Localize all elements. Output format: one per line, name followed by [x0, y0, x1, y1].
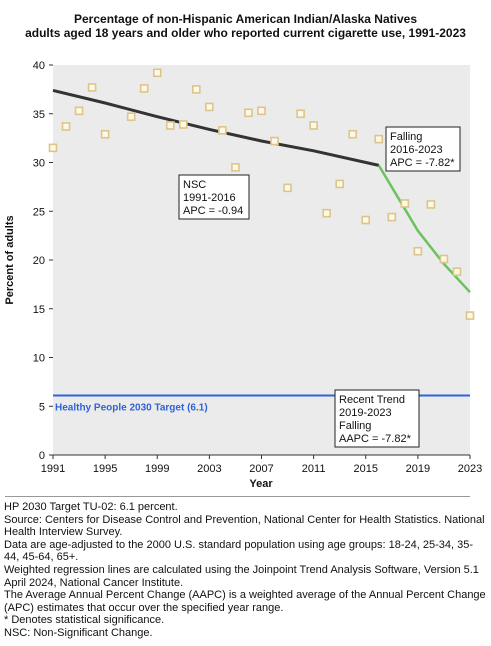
x-tick-label: 1999	[145, 463, 169, 475]
nsc-annotation-frame	[178, 174, 250, 220]
x-tick-label: 2003	[197, 463, 221, 475]
data-point	[439, 254, 449, 264]
data-point	[152, 68, 162, 78]
chart-title: Percentage of non-Hispanic American Indi…	[0, 12, 491, 40]
note-line: NSC: Non-Significant Change.	[4, 626, 153, 639]
falling-annotation-line: 2016-2023	[390, 144, 443, 156]
note-line: HP 2030 Target TU-02: 6.1 percent.	[4, 501, 178, 513]
data-point	[270, 136, 279, 146]
data-point	[452, 267, 462, 276]
note-line: The Average Annual Percent Change (AAPC)…	[4, 589, 486, 614]
trend-chart: Healthy People 2030 Target (6.1) 1991 199…	[4, 60, 482, 490]
data-point	[309, 121, 318, 130]
data-point	[126, 112, 136, 121]
data-point	[87, 83, 97, 92]
y-tick-label: 25	[33, 206, 45, 218]
data-point	[192, 85, 201, 94]
data-point	[244, 108, 253, 118]
recent-trend-annotation-frame	[334, 389, 420, 448]
data-point	[400, 199, 410, 208]
nsc-annotation-line: NSC	[183, 179, 206, 191]
x-tick-label: 1991	[41, 463, 65, 475]
data-point	[139, 84, 149, 93]
recent-trend-annotation-line: Recent Trend	[339, 394, 405, 406]
data-point	[348, 129, 358, 139]
y-tick-label: 40	[33, 60, 45, 72]
y-tick-label: 10	[33, 353, 45, 365]
x-axis-title: Year	[249, 478, 273, 490]
chart-title-line-2: adults aged 18 years and older who repor…	[25, 26, 466, 40]
nsc-annotation-line: APC = -0.94	[183, 205, 243, 217]
y-tick-label: 0	[39, 450, 45, 462]
falling-annotation-line: APC = -7.82*	[390, 157, 455, 169]
data-point	[322, 208, 331, 218]
data-point	[387, 212, 397, 222]
y-tick-label: 15	[33, 304, 45, 316]
note-line: Data are age-adjusted to the 2000 U.S. s…	[4, 538, 474, 564]
y-tick-label: 20	[33, 255, 45, 267]
data-point	[231, 163, 240, 172]
data-point	[335, 179, 344, 189]
recent-trend-annotation-line: 2019-2023	[339, 407, 392, 419]
target-label: Healthy People 2030 Target (6.1)	[55, 403, 208, 414]
x-tick-label: 2011	[302, 463, 326, 475]
data-point	[374, 134, 384, 144]
y-axis-title: Percent of adults	[4, 215, 16, 304]
falling-annotation-line: Falling	[390, 131, 422, 143]
falling-annotation-frame	[385, 126, 461, 172]
recent-trend-annotation-line: Falling	[339, 420, 371, 432]
data-point	[205, 102, 214, 112]
data-point	[426, 200, 436, 209]
y-tick-label: 5	[39, 401, 45, 413]
x-tick-label: 2019	[406, 463, 430, 475]
x-tick-label: 2015	[354, 463, 378, 475]
data-point	[165, 121, 175, 130]
x-tick-label: 2023	[458, 463, 482, 475]
data-point	[61, 122, 71, 131]
data-point	[48, 143, 58, 153]
data-point	[413, 246, 423, 256]
notes-divider	[5, 496, 470, 497]
note-line: Weighted regression lines are calculated…	[4, 563, 479, 589]
x-tick-label: 2007	[249, 463, 273, 475]
recent-trend-annotation-line: AAPC = -7.82*	[339, 433, 412, 445]
data-point	[361, 215, 371, 225]
y-tick-label: 35	[33, 109, 45, 121]
note-line: * Denotes statistical significance.	[4, 614, 165, 627]
data-point	[100, 129, 110, 139]
chart-notes: HP 2030 Target TU-02: 6.1 percent. Source…	[4, 501, 488, 640]
data-point	[296, 109, 305, 119]
data-point	[74, 106, 84, 116]
y-tick-label: 30	[33, 158, 45, 170]
falling-trend-line	[377, 164, 471, 294]
x-tick-label: 1995	[93, 463, 117, 475]
note-line: Source: Centers for Disease Control and …	[4, 513, 485, 539]
nsc-trend-line	[52, 88, 380, 167]
data-point	[218, 126, 227, 135]
chart-title-line-1: Percentage of non-Hispanic American Indi…	[74, 12, 417, 26]
data-point	[465, 311, 475, 320]
data-point	[179, 120, 188, 129]
data-point	[283, 183, 292, 193]
data-point	[257, 106, 266, 116]
nsc-annotation-line: 1991-2016	[183, 192, 236, 204]
